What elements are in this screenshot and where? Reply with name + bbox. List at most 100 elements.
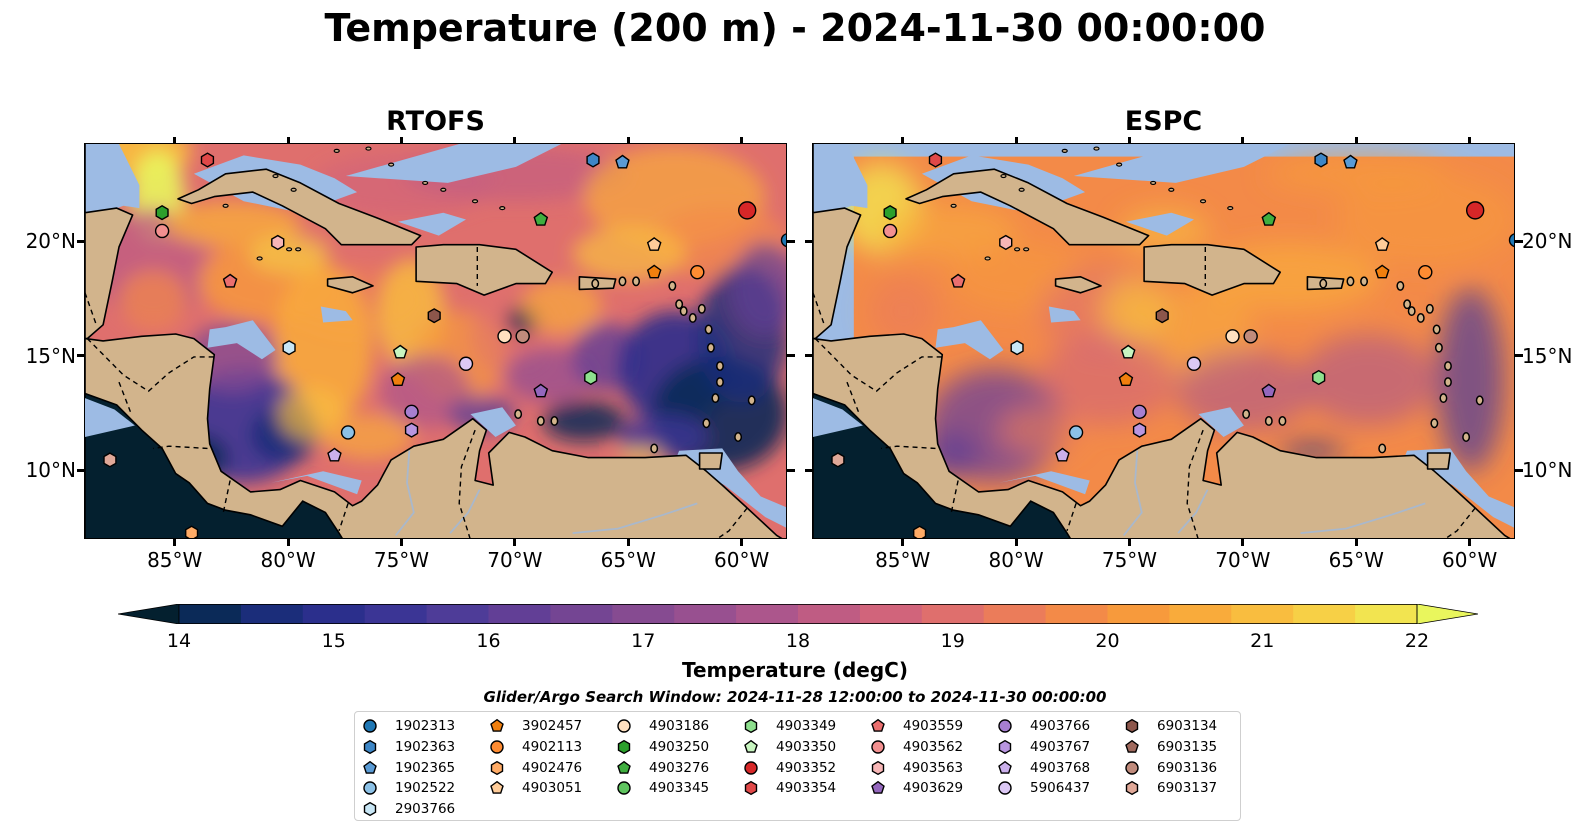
colorbar-segment <box>736 604 799 624</box>
lon-tick-label: 75°W <box>373 548 430 572</box>
observation-marker <box>1343 154 1358 169</box>
observation-marker <box>586 152 600 168</box>
lon-tick-mark-bottom <box>901 539 905 546</box>
observation-marker <box>533 211 549 226</box>
colorbar-segment <box>426 604 489 624</box>
legend-hexagon-icon <box>744 781 758 796</box>
legend-label: 4903768 <box>1030 759 1091 776</box>
legend-item: 4902476 <box>488 758 582 778</box>
observation-marker <box>1225 329 1240 344</box>
observation-marker <box>1465 201 1485 220</box>
observation-marker <box>1374 264 1390 279</box>
observation-marker <box>882 223 898 239</box>
observation-marker <box>1374 237 1390 251</box>
legend-pentagon-icon <box>998 760 1012 774</box>
legend-item: 2903766 <box>361 799 455 819</box>
legend-hexagon-icon <box>998 739 1012 754</box>
observation-marker <box>271 234 285 251</box>
lon-tick-label: 85°W <box>875 548 931 572</box>
legend-label: 1902313 <box>395 718 456 734</box>
legend-pentagon-icon <box>744 739 758 753</box>
legend-hexagon-icon <box>363 802 377 817</box>
legend-hexagon-icon <box>490 760 504 775</box>
legend-label: 4903186 <box>649 718 710 734</box>
colorbar-segment <box>1169 604 1232 624</box>
observation-marker <box>1010 340 1024 356</box>
observation-marker <box>1261 211 1277 226</box>
lat-tick-mark <box>805 239 813 243</box>
lon-tick-mark-bottom <box>626 539 630 546</box>
lon-tick-mark-top <box>173 137 177 144</box>
legend-hexagon-icon <box>363 739 377 754</box>
lon-tick-mark-bottom <box>1354 539 1358 546</box>
lat-tick-label-left: 20°N <box>25 229 76 254</box>
lat-tick-mark <box>1515 354 1523 358</box>
observation-marker <box>950 273 966 288</box>
legend-item: 4903354 <box>742 778 836 798</box>
lon-tick-mark-top <box>1468 137 1472 144</box>
legend-item: 4903629 <box>869 778 963 798</box>
legend-item: 4903766 <box>996 716 1090 736</box>
lon-tick-mark-bottom <box>1241 539 1245 546</box>
observation-marker <box>1186 356 1202 371</box>
legend-item: 4903051 <box>488 778 582 798</box>
legend-item: 6903135 <box>1123 737 1217 757</box>
observation-marker <box>780 233 786 248</box>
colorbar-tick-label: 15 <box>321 630 346 652</box>
legend-pentagon-icon <box>363 760 377 774</box>
legend-pentagon-icon <box>871 718 885 732</box>
float-legend: 1902313 1902363 1902365 1902522 2903766 39024… <box>354 711 1241 821</box>
lat-tick-mark <box>1515 468 1523 472</box>
legend-item: 6903136 <box>1123 758 1217 778</box>
figure-title: Temperature (200 m) - 2024-11-30 00:00:0… <box>324 6 1266 50</box>
legend-item: 1902363 <box>361 737 455 757</box>
legend-item: 4903186 <box>615 716 709 736</box>
lat-tick-mark <box>787 239 795 243</box>
observation-marker <box>392 344 408 359</box>
lon-tick-mark-top <box>286 137 290 144</box>
map-canvas <box>85 144 786 538</box>
panel-title-rtofs: RTOFS <box>386 106 485 137</box>
colorbar-segment <box>364 604 428 624</box>
observation-marker <box>515 329 530 344</box>
legend-label: 1902365 <box>395 759 456 776</box>
lat-tick-mark <box>805 468 813 472</box>
legend-label: 4903562 <box>903 738 964 755</box>
observation-marker <box>200 152 215 168</box>
colorbar-extend-high <box>1416 604 1478 624</box>
colorbar-segment <box>1231 604 1294 624</box>
colorbar-tick-label: 14 <box>166 630 192 652</box>
legend-label: 6903135 <box>1157 738 1218 755</box>
colorbar-segment <box>550 604 613 624</box>
colorbar-tick-label: 22 <box>1404 630 1430 652</box>
legend-item: 3902457 <box>488 716 582 736</box>
colorbar-segment <box>1355 604 1418 624</box>
lat-tick-mark <box>787 354 795 358</box>
lon-tick-label: 80°W <box>988 548 1044 572</box>
lon-tick-label: 70°W <box>1215 548 1271 572</box>
colorbar-segment <box>674 604 737 624</box>
colorbar-segment <box>302 604 366 624</box>
legend-pentagon-icon <box>871 781 885 795</box>
observation-marker <box>222 273 238 288</box>
lon-tick-mark-top <box>1014 137 1018 144</box>
lat-tick-label-left: 15°N <box>25 343 76 368</box>
legend-item: 1902522 <box>361 778 455 798</box>
legend-label: 4903345 <box>649 780 710 797</box>
lat-tick-mark <box>1515 239 1523 243</box>
legend-item: 4903350 <box>742 737 836 757</box>
legend-item: 4903768 <box>996 758 1090 778</box>
legend-label: 4903051 <box>522 780 583 797</box>
lon-tick-label: 80°W <box>260 548 316 572</box>
legend-item: 4903563 <box>869 758 963 778</box>
observation-marker <box>1120 344 1136 359</box>
colorbar-segment <box>488 604 551 624</box>
legend-pentagon-icon <box>617 760 631 774</box>
legend-hexagon-icon <box>1125 781 1139 796</box>
lon-tick-mark-bottom <box>1468 539 1472 546</box>
colorbar-segment <box>1045 604 1108 624</box>
legend-item: 4902113 <box>488 737 582 757</box>
observation-marker <box>1418 264 1433 280</box>
legend-label: 6903137 <box>1157 780 1218 797</box>
legend-circle-icon <box>744 760 758 775</box>
